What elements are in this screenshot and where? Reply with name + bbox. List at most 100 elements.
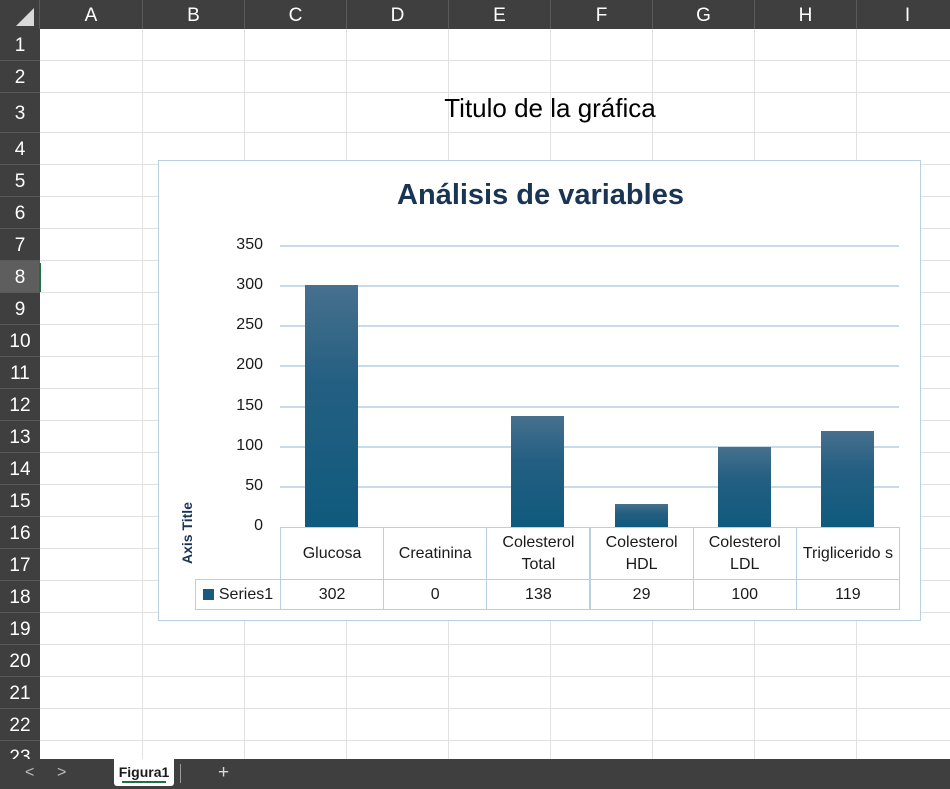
bar-5[interactable]	[820, 431, 874, 527]
row-header-2[interactable]: 2	[0, 61, 40, 93]
y-gridline	[280, 445, 899, 448]
data-table-category: Colesterol LDL	[692, 527, 797, 580]
y-gridline	[280, 245, 899, 247]
data-table-value: 0	[383, 579, 488, 610]
row-header-10[interactable]: 10	[0, 325, 40, 357]
column-header-i[interactable]: I	[857, 0, 950, 29]
column-header-c[interactable]: C	[245, 0, 347, 29]
y-tick-label: 300	[236, 276, 263, 294]
bar-3[interactable]	[614, 503, 668, 527]
data-table-category: Triglicerido s	[795, 527, 900, 580]
row-header-3[interactable]: 3	[0, 93, 40, 133]
data-table-category-text: Triglicerido s	[802, 544, 893, 562]
row-header-7[interactable]: 7	[0, 229, 40, 261]
data-table-category-text: Glucosa	[302, 544, 362, 562]
y-tick-label: 250	[236, 316, 263, 334]
y-gridline	[280, 325, 899, 328]
row-header-11[interactable]: 11	[0, 357, 40, 389]
row-header-19[interactable]: 19	[0, 613, 40, 645]
active-row-indicator	[39, 263, 41, 293]
scroll-tabs-right-button[interactable]: >	[57, 764, 67, 781]
column-header-a[interactable]: A	[40, 0, 143, 29]
data-table-value: 119	[795, 579, 900, 610]
data-table-legend-cell: Series1	[195, 579, 281, 610]
row-header-4[interactable]: 4	[0, 133, 40, 165]
row-header-14[interactable]: 14	[0, 453, 40, 485]
y-gridline	[280, 285, 899, 288]
data-table-value: 302	[280, 579, 385, 610]
add-sheet-button[interactable]: +	[218, 762, 230, 783]
data-table-category-text: Colesterol Total	[502, 533, 575, 573]
data-table-value-text: 119	[835, 585, 861, 603]
row-header-20[interactable]: 20	[0, 645, 40, 677]
y-tick-label: 200	[236, 356, 263, 374]
row-header-22[interactable]: 22	[0, 709, 40, 741]
y-gridline	[280, 485, 899, 488]
grid-row-line	[40, 676, 950, 677]
data-table-value-text: 100	[731, 585, 759, 603]
chart-title[interactable]: Análisis de variables	[397, 179, 684, 211]
column-header-h[interactable]: H	[755, 0, 857, 29]
row-header-18[interactable]: 18	[0, 581, 40, 613]
legend-key-icon	[202, 589, 214, 600]
y-axis-title[interactable]: Axis Title	[179, 502, 195, 564]
data-table-value-text: 29	[632, 585, 651, 603]
scroll-tabs-left-button[interactable]: <	[25, 764, 35, 781]
row-header-13[interactable]: 13	[0, 421, 40, 453]
data-table-value-text: 302	[318, 585, 346, 603]
row-header-23[interactable]: 23	[0, 741, 40, 759]
grid-row-line	[40, 60, 950, 61]
row-header-12[interactable]: 12	[0, 389, 40, 421]
column-header-d[interactable]: D	[347, 0, 449, 29]
column-header-b[interactable]: B	[143, 0, 245, 29]
y-gridline	[280, 365, 899, 368]
y-tick-label: 100	[236, 436, 263, 454]
data-table-category-text: Creatinina	[398, 544, 472, 562]
sheet-tab-bar: < > Figura1 +	[0, 759, 950, 789]
y-gridline	[280, 405, 899, 408]
row-header: 1 2 3 4 5 6 7 8 9 10 11 12 13 14 15 16 1…	[0, 29, 40, 759]
row-header-8[interactable]: 8	[0, 261, 40, 293]
bar-4[interactable]	[717, 446, 771, 527]
grid-row-line	[40, 740, 950, 741]
row-header-6[interactable]: 6	[0, 197, 40, 229]
grid-row-line	[40, 644, 950, 645]
row-header-9[interactable]: 9	[0, 293, 40, 325]
grid-row-line	[40, 92, 950, 93]
column-header-g[interactable]: G	[653, 0, 755, 29]
active-tab-underline	[122, 781, 166, 783]
sheet-title-cell[interactable]: Titulo de la gráfica	[444, 93, 656, 123]
data-table-category: Colesterol Total	[486, 527, 591, 580]
data-table-legend-cell-text: Series1	[218, 585, 274, 603]
column-header: A B C D E F G H I	[0, 0, 950, 29]
bar-0[interactable]	[305, 284, 359, 527]
data-table-category: Creatinina	[383, 527, 488, 580]
data-table-value-text: 138	[525, 585, 552, 603]
row-header-15[interactable]: 15	[0, 485, 40, 517]
column-header-f[interactable]: F	[551, 0, 653, 29]
tab-separator	[180, 764, 181, 783]
row-header-1[interactable]: 1	[0, 29, 40, 61]
column-header-e[interactable]: E	[449, 0, 551, 29]
row-header-16[interactable]: 16	[0, 517, 40, 549]
data-table-category: Glucosa	[280, 527, 385, 580]
data-table-category-text: Colesterol HDL	[605, 533, 678, 573]
select-all-button[interactable]	[0, 0, 40, 29]
row-header-17[interactable]: 17	[0, 549, 40, 581]
bar-2[interactable]	[511, 416, 565, 527]
row-header-21[interactable]: 21	[0, 677, 40, 709]
y-tick-label: 350	[236, 236, 263, 253]
data-table-category-text: Colesterol LDL	[708, 533, 781, 573]
bar-chart[interactable]: Análisis de variables Axis Title 350 300 2…	[158, 160, 921, 621]
grid-column-line	[142, 29, 143, 759]
y-tick-label: 0	[254, 517, 263, 534]
y-tick-label: 50	[245, 476, 263, 494]
grid-row-line	[40, 708, 950, 709]
row-header-5[interactable]: 5	[0, 165, 40, 197]
data-table-value: 100	[692, 579, 797, 610]
select-all-icon	[16, 8, 34, 26]
data-table-value-text: 0	[430, 585, 440, 603]
y-tick-label: 150	[236, 396, 263, 414]
grid-row-line	[40, 132, 950, 133]
data-table-category: Colesterol HDL	[589, 527, 694, 580]
